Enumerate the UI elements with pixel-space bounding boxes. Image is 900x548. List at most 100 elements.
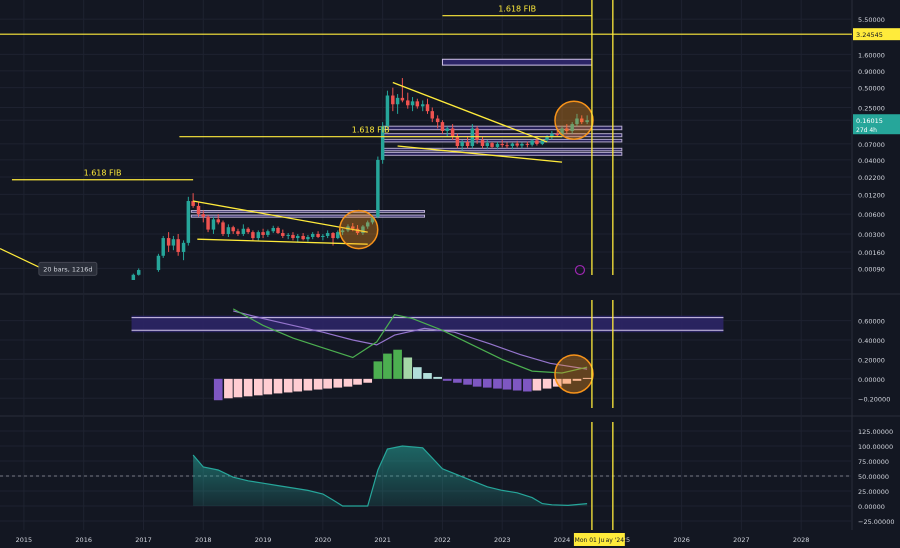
candle-body [166, 238, 171, 246]
candle-body [535, 140, 539, 144]
candle-body [296, 235, 300, 239]
candle-body [246, 228, 250, 233]
candle-body [385, 95, 390, 127]
signal-line [233, 310, 588, 370]
candle-body [236, 231, 240, 234]
macd-histogram-bar [393, 349, 402, 379]
candle-body [325, 233, 330, 236]
candle-body [505, 145, 509, 147]
candle-body [365, 222, 370, 227]
axes: 5.50000 1.60000 0.90000 0.50000 0.25000 0.070… [16, 16, 900, 546]
candle-body [550, 133, 554, 137]
macd-histogram-bar [532, 378, 542, 391]
price-tick-label: 0.01200 [858, 191, 885, 199]
candle-body [256, 232, 261, 239]
candle-body [171, 239, 176, 246]
candle-body [420, 104, 425, 107]
candle-body [530, 140, 534, 145]
candle-body [376, 159, 380, 217]
rsi-tick-label: 25.00000 [858, 488, 889, 496]
price-tick-label: 1.60000 [858, 51, 885, 59]
price-tick-label: 0.00090 [858, 265, 885, 273]
year-tick-label: 2015 [16, 536, 33, 544]
year-tick-label: 2023 [494, 536, 511, 544]
year-tick-label: 2028 [793, 536, 810, 544]
candle-body [261, 232, 265, 235]
level-badge [853, 28, 900, 41]
price-tick-label: 0.02200 [858, 174, 885, 182]
macd-tick-label: 0.60000 [858, 318, 885, 326]
candle-body [211, 219, 216, 230]
candle-body [216, 219, 220, 223]
candle-body [495, 143, 500, 147]
wedge-trendline [197, 238, 368, 245]
candle-body [575, 118, 579, 125]
candle-body [425, 104, 430, 112]
macd-tick-label: 0.00000 [858, 376, 885, 384]
current-price-label: 0.16015 [856, 117, 883, 125]
rsi-tick-label: 0.00000 [858, 503, 885, 511]
rsi-tick-label: 50.00000 [858, 473, 889, 481]
overlays [591, 0, 614, 530]
macd-panel[interactable] [131, 308, 724, 401]
rsi-panel[interactable] [0, 445, 852, 507]
candle-body [406, 100, 410, 106]
year-tick-label: 2019 [255, 536, 272, 544]
macd-histogram-bar [502, 378, 512, 390]
candle-body [585, 120, 589, 123]
highlight-circle [554, 354, 594, 394]
candle-body [580, 118, 584, 123]
level-badge-label: 3.24545 [856, 31, 883, 39]
year-tick-label: 2021 [374, 536, 391, 544]
macd-histogram-bar [373, 361, 383, 379]
year-tick-label: 2017 [135, 536, 152, 544]
macd-tick-label: −0.20000 [858, 395, 890, 403]
candle-body [570, 124, 574, 131]
candle-body [286, 234, 290, 236]
year-tick-label: 2026 [673, 536, 690, 544]
highlight-circle [554, 100, 594, 141]
price-tick-label: 0.50000 [858, 85, 885, 93]
candle-body [336, 232, 340, 239]
candle-body [191, 201, 195, 206]
macd-histogram-bar [224, 378, 233, 399]
macd-histogram-bar [403, 357, 413, 379]
candle-body [291, 234, 295, 239]
candle-body [455, 136, 460, 147]
candle-body [475, 128, 479, 141]
candle-body [201, 214, 206, 217]
candle-body [490, 143, 494, 147]
candle-body [131, 274, 136, 280]
macd-histogram-bar [213, 378, 223, 401]
wedge-trendline [193, 200, 368, 233]
candle-body [161, 238, 165, 256]
candle-body [176, 239, 180, 252]
support-zone [190, 214, 426, 218]
cursor-date-badge [604, 533, 625, 546]
measure-annotation-box [38, 261, 98, 276]
highlight-circle [338, 209, 379, 250]
macd-histogram-bar [243, 378, 253, 397]
fib-label: 1.618 FIB [352, 126, 390, 135]
candle-body [480, 140, 485, 147]
macd-histogram-bar [323, 378, 332, 389]
cursor-date-label: ay '24 [606, 537, 625, 544]
rsi-area [367, 446, 588, 506]
macd-histogram-bar [313, 378, 323, 390]
current-price-badge [853, 114, 900, 135]
candle-body [410, 101, 415, 106]
candle-body [316, 233, 320, 237]
macd-histogram-bar [303, 378, 313, 391]
rsi-tick-label: 125.00000 [858, 428, 893, 436]
candle-body [301, 235, 305, 240]
candle-body [321, 235, 325, 237]
candle-body [361, 226, 365, 234]
candle-body [251, 232, 255, 239]
macd-histogram-bar [463, 378, 472, 385]
candle-body [400, 97, 405, 101]
macd-histogram-bar [572, 378, 582, 381]
price-panel[interactable]: 1.618 FIB 1.618 FIB 1.618 FIB 20 bars, 1216… [0, 5, 852, 280]
macd-histogram-bar [233, 378, 243, 398]
